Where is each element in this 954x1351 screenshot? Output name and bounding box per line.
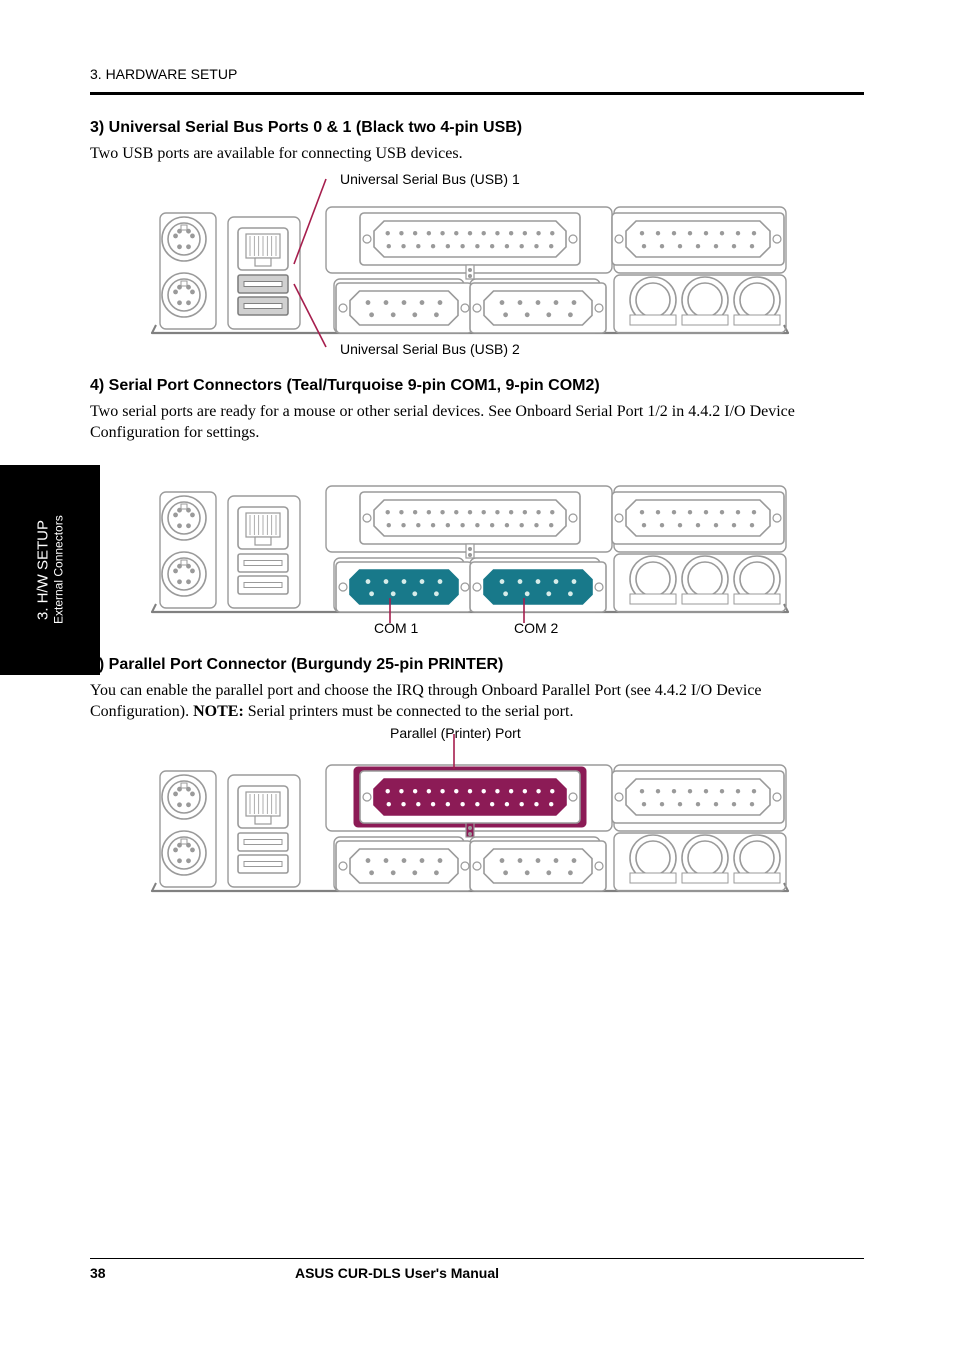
sections-container: 3) Universal Serial Bus Ports 0 & 1 (Bla… (90, 119, 864, 907)
connector-panel-diagram: COM 1COM 2 (150, 458, 800, 628)
diagram-label: Universal Serial Bus (USB) 2 (340, 341, 520, 357)
footer-right (664, 1265, 864, 1281)
side-tab: 3. H/W SETUP External Connectors (0, 465, 100, 675)
connector-panel-diagram: Parallel (Printer) Port (150, 737, 800, 907)
side-tab-line2: External Connectors (52, 516, 66, 625)
diagram-label: Parallel (Printer) Port (390, 725, 521, 741)
section-title: 3. HARDWARE SETUP (90, 66, 864, 82)
section-rule (90, 92, 864, 95)
footer: 38 ASUS CUR-DLS User's Manual (90, 1258, 864, 1281)
diagram-label: COM 2 (514, 620, 558, 636)
footer-page-number: 38 (90, 1265, 130, 1281)
item-heading: 4) Serial Port Connectors (Teal/Turquois… (90, 377, 864, 395)
item-heading: 3) Universal Serial Bus Ports 0 & 1 (Bla… (90, 119, 864, 137)
footer-center: ASUS CUR-DLS User's Manual (130, 1265, 664, 1281)
item-heading: 5) Parallel Port Connector (Burgundy 25-… (90, 656, 864, 674)
page-root: 3. HARDWARE SETUP 3. H/W SETUP External … (0, 0, 954, 1351)
diagram-label: COM 1 (374, 620, 418, 636)
side-tab-line1: 3. H/W SETUP (35, 516, 52, 625)
connector-panel-diagram: Universal Serial Bus (USB) 1Universal Se… (150, 179, 800, 349)
diagram-label: Universal Serial Bus (USB) 1 (340, 171, 520, 187)
